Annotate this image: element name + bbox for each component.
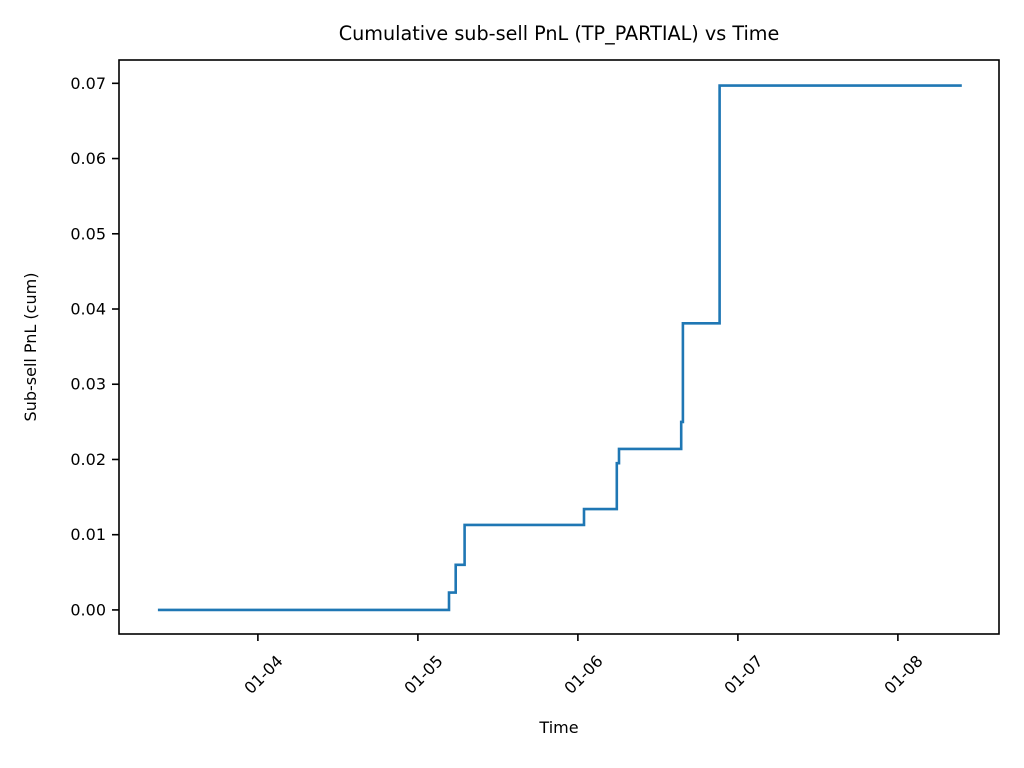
x-tick-label: 01-06 [560, 651, 606, 697]
x-tick-label: 01-07 [720, 651, 766, 697]
x-tick-label: 01-04 [240, 651, 286, 697]
y-axis-ticks: 0.00 0.01 0.02 0.03 0.04 0.05 0.06 0.07 [70, 74, 119, 619]
series-lines [157, 84, 962, 612]
y-tick-label: 0.04 [70, 300, 106, 319]
y-tick-label: 0.01 [70, 525, 106, 544]
y-tick-label: 0.02 [70, 450, 106, 469]
plot-frame [118, 59, 1000, 635]
y-tick-label: 0.06 [70, 149, 106, 168]
x-axis-label: Time [538, 718, 578, 737]
x-tick-label: 01-05 [400, 651, 446, 697]
y-axis-label: Sub-sell PnL (cum) [21, 273, 40, 422]
y-tick-label: 0.00 [70, 600, 106, 619]
x-tick-label: 01-08 [880, 651, 926, 697]
chart-title: Cumulative sub-sell PnL (TP_PARTIAL) vs … [339, 22, 780, 45]
x-axis-ticks: 01-04 01-05 01-06 01-07 01-08 [240, 634, 927, 698]
y-tick-label: 0.05 [70, 224, 106, 243]
y-tick-label: 0.03 [70, 375, 106, 394]
pnl-step-line [157, 84, 962, 612]
y-tick-label: 0.07 [70, 74, 106, 93]
